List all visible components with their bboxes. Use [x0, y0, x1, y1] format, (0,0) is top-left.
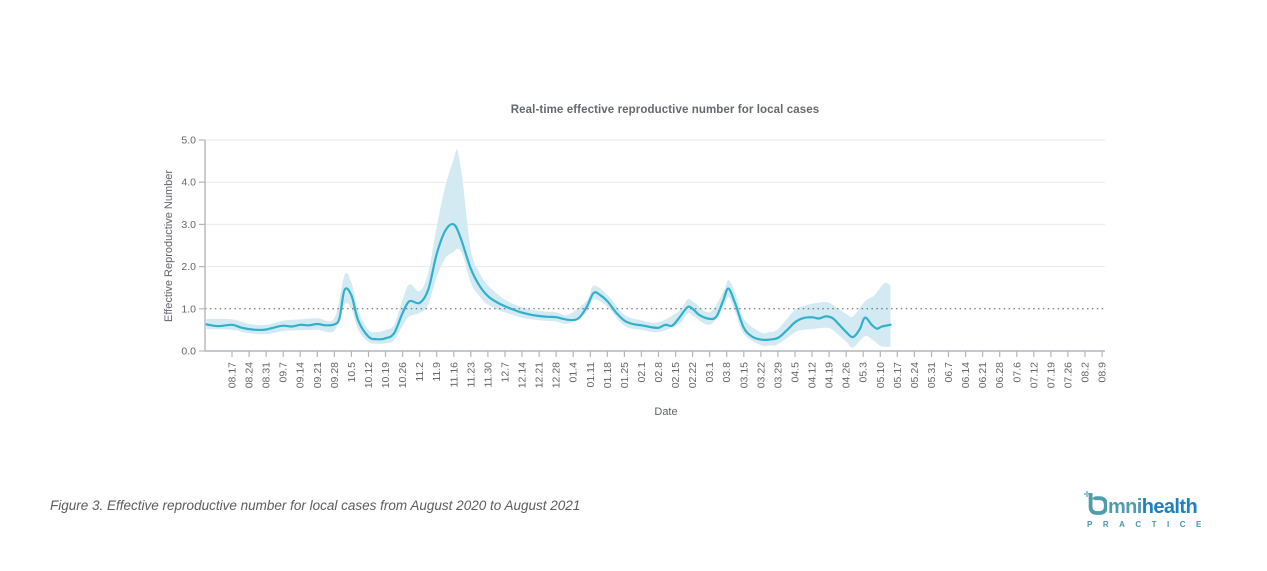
x-tick-label: 04.5: [790, 362, 802, 383]
x-tick-label: 03.29: [772, 362, 784, 388]
x-tick-label: 01.11: [585, 362, 597, 388]
x-tick-label: 11.16: [448, 362, 460, 388]
x-tick-label: 07.19: [1045, 362, 1057, 388]
x-tick-label: 06.14: [960, 362, 972, 388]
x-tick-label: 09.14: [295, 362, 307, 388]
x-tick-label: 11.23: [465, 362, 477, 388]
x-tick-label: 11.30: [482, 362, 494, 388]
y-tick-label: 1.0: [181, 303, 196, 315]
x-tick-label: 05.17: [892, 362, 904, 388]
logo-text-omni: mni: [1108, 496, 1142, 518]
rt-line: [205, 223, 892, 341]
x-tick-label: 07.26: [1062, 362, 1074, 388]
x-tick-label: 03.8: [721, 362, 733, 383]
x-tick-label: 12.7: [500, 362, 512, 383]
x-axis-title: Date: [654, 406, 677, 418]
x-tick-label: 08.31: [261, 362, 273, 388]
x-tick-label: 05.31: [926, 362, 938, 388]
y-tick-label: 0.0: [181, 346, 196, 358]
x-tick-label: 05.3: [858, 362, 870, 383]
omnihealth-logo: mni health PRACTICE: [1083, 489, 1219, 529]
confidence-band: [206, 149, 891, 348]
x-tick-label: 01.4: [568, 362, 580, 383]
x-tick-label: 08.17: [227, 362, 239, 388]
logo-text-health: health: [1141, 496, 1198, 518]
x-tick-label: 04.19: [824, 362, 836, 388]
y-axis-title: Effective Reproductive Number: [163, 170, 175, 322]
logo-wordmark: mni health: [1083, 489, 1219, 517]
x-tick-label: 03.15: [738, 362, 750, 388]
x-tick-label: 03.22: [755, 362, 767, 388]
x-tick-label: 02.1: [636, 362, 648, 383]
x-tick-label: 08.24: [244, 362, 256, 388]
x-tick-label: 10.5: [346, 362, 358, 383]
x-tick-label: 08.9: [1097, 362, 1109, 383]
x-tick-label: 06.28: [994, 362, 1006, 388]
rt-line-chart: 0.0 1.0 2.0 3.0 4.0 5.0 08.17 08.24 08.31 09.7 09.…: [163, 135, 1109, 419]
x-tick-label: 10.19: [380, 362, 392, 388]
x-tick-label: 09.21: [312, 362, 324, 388]
x-tick-label: 12.14: [517, 362, 529, 388]
logo-text-practice: PRACTICE: [1087, 520, 1212, 529]
y-tick-label: 4.0: [181, 177, 196, 189]
x-tick-label: 12.28: [551, 362, 563, 388]
figure-caption: Figure 3. Effective reproductive number …: [50, 498, 581, 513]
x-tick-label: 02.22: [687, 362, 699, 388]
x-tick-label: 11.2: [414, 362, 426, 382]
x-tick-label: 04.12: [807, 362, 819, 388]
x-tick-label: 06.21: [977, 362, 989, 388]
x-tick-label: 05.24: [909, 362, 921, 388]
x-tick-label: 12.21: [534, 362, 546, 388]
x-tick-label: 06.7: [943, 362, 955, 383]
x-tick-label: 07.12: [1028, 362, 1040, 388]
chart-title: Real-time effective reproductive number …: [510, 104, 820, 116]
x-tick-label: 02.8: [653, 362, 665, 383]
x-tick-label: 08.2: [1080, 362, 1092, 383]
x-tick-label: 10.26: [397, 362, 409, 388]
y-tick-label: 5.0: [181, 135, 196, 147]
x-tick-label: 01.25: [619, 362, 631, 388]
x-tick-label: 05.10: [875, 362, 887, 388]
omnihealth-mark-icon: [1083, 491, 1107, 515]
y-tick-label: 2.0: [181, 261, 196, 273]
x-tick-label: 01.18: [602, 362, 614, 388]
x-tick-label: 11.9: [431, 362, 443, 382]
x-tick-label: 10.12: [363, 362, 375, 388]
x-tick-label: 07.6: [1011, 362, 1023, 383]
x-tick-label: 02.15: [670, 362, 682, 388]
x-tick-label: 04.26: [841, 362, 853, 388]
x-tick-label: 09.7: [278, 362, 290, 383]
x-tick-label: 03.1: [704, 362, 716, 383]
x-tick-label: 09.28: [329, 362, 341, 388]
y-tick-label: 3.0: [181, 219, 196, 231]
